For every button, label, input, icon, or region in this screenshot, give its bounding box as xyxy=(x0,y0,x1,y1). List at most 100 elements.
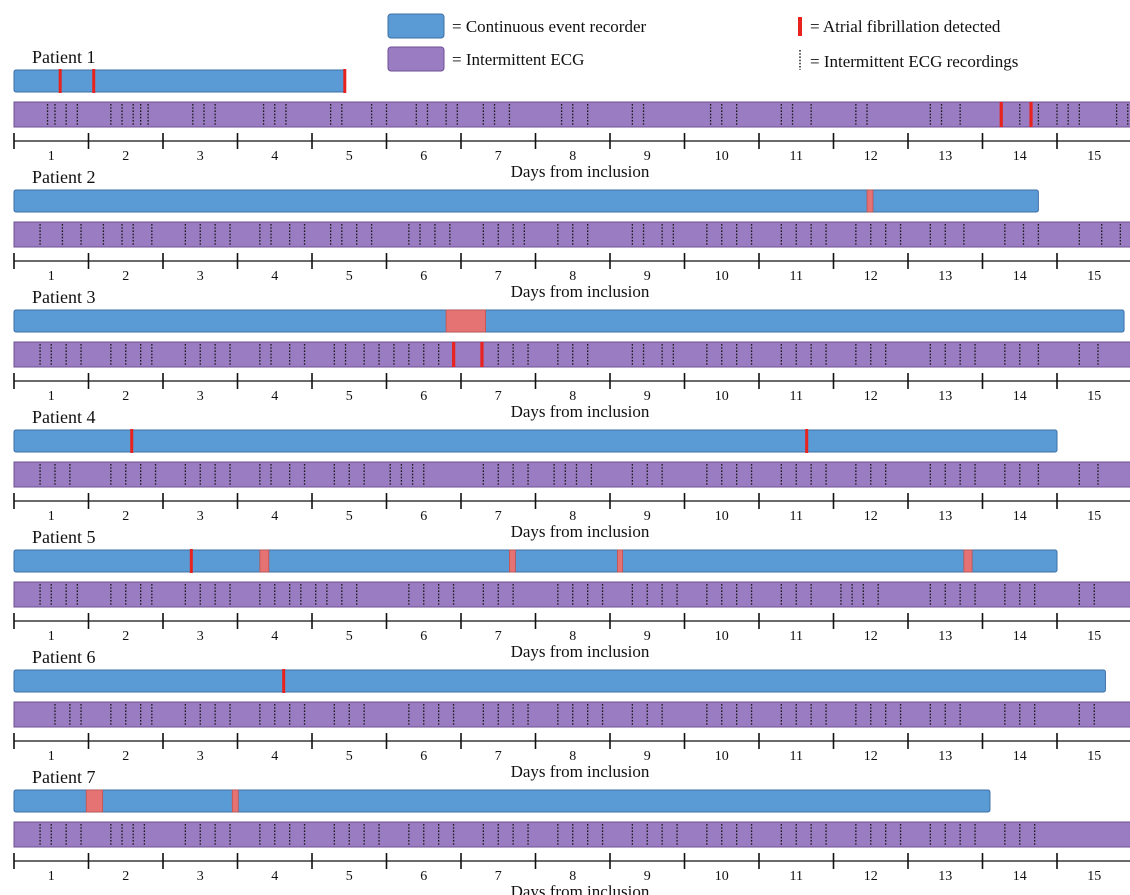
day-tick-label: 11 xyxy=(790,629,803,644)
x-axis-label: Days from inclusion xyxy=(511,402,650,421)
day-tick-label: 13 xyxy=(938,629,952,644)
day-tick-label: 2 xyxy=(122,629,129,644)
af-episode-mark xyxy=(805,429,809,453)
af-episode-mark xyxy=(231,789,239,813)
patient-title: Patient 6 xyxy=(32,647,96,667)
day-tick-label: 3 xyxy=(197,149,204,164)
day-tick-label: 4 xyxy=(271,389,278,404)
day-tick-label: 13 xyxy=(938,149,952,164)
day-tick-label: 4 xyxy=(271,629,278,644)
x-axis-label: Days from inclusion xyxy=(511,642,650,661)
x-axis-label: Days from inclusion xyxy=(511,882,650,895)
day-tick-label: 10 xyxy=(715,509,729,524)
day-tick-label: 9 xyxy=(644,149,651,164)
day-tick-label: 5 xyxy=(346,629,353,644)
day-tick-label: 10 xyxy=(715,749,729,764)
day-tick-label: 11 xyxy=(790,389,803,404)
day-tick-label: 10 xyxy=(715,389,729,404)
day-tick-label: 3 xyxy=(197,269,204,284)
day-tick-label: 9 xyxy=(644,749,651,764)
day-tick-label: 4 xyxy=(271,869,278,884)
day-tick-label: 2 xyxy=(122,869,129,884)
day-tick-label: 8 xyxy=(569,629,576,644)
legend-continuous-recorder-swatch xyxy=(387,13,445,39)
day-tick-label: 7 xyxy=(495,149,502,164)
legend-intermittent-ecg-label: = Intermittent ECG xyxy=(452,50,584,69)
af-episode-mark xyxy=(509,549,516,573)
day-tick-label: 6 xyxy=(420,869,427,884)
day-tick-label: 1 xyxy=(48,629,55,644)
day-tick-label: 2 xyxy=(122,749,129,764)
day-tick-label: 15 xyxy=(1087,269,1101,284)
day-tick-label: 5 xyxy=(346,509,353,524)
day-tick-label: 8 xyxy=(569,869,576,884)
day-tick-label: 8 xyxy=(569,389,576,404)
day-tick-label: 5 xyxy=(346,869,353,884)
patient-title: Patient 7 xyxy=(32,767,96,787)
day-tick-label: 13 xyxy=(938,269,952,284)
day-tick-label: 15 xyxy=(1087,869,1101,884)
day-tick-label: 5 xyxy=(346,149,353,164)
af-detected-ecg-mark xyxy=(480,342,484,367)
af-episode-mark xyxy=(282,669,286,693)
x-axis-label: Days from inclusion xyxy=(511,762,650,781)
day-tick-label: 7 xyxy=(495,509,502,524)
legend-intermittent-ecg-swatch xyxy=(387,46,445,72)
day-tick-label: 15 xyxy=(1087,749,1101,764)
patient-title: Patient 5 xyxy=(32,527,96,547)
af-episode-mark xyxy=(963,549,973,573)
day-tick-label: 6 xyxy=(420,389,427,404)
af-episode-mark xyxy=(259,549,270,573)
recorder-bar xyxy=(13,189,1039,213)
af-episode-mark xyxy=(189,549,193,573)
patient-title: Patient 1 xyxy=(32,47,96,67)
af-episode-mark xyxy=(343,69,347,93)
day-tick-label: 14 xyxy=(1013,629,1027,644)
day-tick-label: 12 xyxy=(864,629,878,644)
day-tick-label: 2 xyxy=(122,149,129,164)
af-episode-mark xyxy=(617,549,624,573)
day-tick-label: 7 xyxy=(495,749,502,764)
day-tick-label: 5 xyxy=(346,269,353,284)
day-tick-label: 15 xyxy=(1087,509,1101,524)
legend-af-detected-label: = Atrial fibrillation detected xyxy=(810,17,1001,36)
day-tick-label: 10 xyxy=(715,269,729,284)
day-tick-label: 13 xyxy=(938,389,952,404)
day-tick-label: 8 xyxy=(569,269,576,284)
day-tick-label: 1 xyxy=(48,389,55,404)
day-tick-label: 12 xyxy=(864,749,878,764)
day-tick-label: 3 xyxy=(197,869,204,884)
day-tick-label: 13 xyxy=(938,869,952,884)
day-tick-label: 7 xyxy=(495,269,502,284)
day-tick-label: 3 xyxy=(197,629,204,644)
day-tick-label: 15 xyxy=(1087,149,1101,164)
day-tick-label: 13 xyxy=(938,509,952,524)
day-tick-label: 10 xyxy=(715,869,729,884)
day-tick-label: 4 xyxy=(271,749,278,764)
day-tick-label: 11 xyxy=(790,749,803,764)
recorder-bar xyxy=(13,429,1058,453)
day-tick-label: 7 xyxy=(495,629,502,644)
day-tick-label: 3 xyxy=(197,509,204,524)
af-detected-ecg-mark xyxy=(452,342,456,367)
af-detected-ecg-mark xyxy=(999,102,1003,127)
intermittent-ecg-bar xyxy=(13,341,1130,368)
day-tick-label: 10 xyxy=(715,149,729,164)
day-tick-label: 5 xyxy=(346,389,353,404)
day-tick-label: 13 xyxy=(938,749,952,764)
day-tick-label: 4 xyxy=(271,509,278,524)
intermittent-ecg-bar xyxy=(13,221,1130,248)
day-tick-label: 1 xyxy=(48,149,55,164)
day-tick-label: 11 xyxy=(790,869,803,884)
day-tick-label: 8 xyxy=(569,149,576,164)
x-axis-label: Days from inclusion xyxy=(511,282,650,301)
day-tick-label: 14 xyxy=(1013,389,1027,404)
intermittent-ecg-bar xyxy=(13,821,1130,848)
day-tick-label: 12 xyxy=(864,509,878,524)
